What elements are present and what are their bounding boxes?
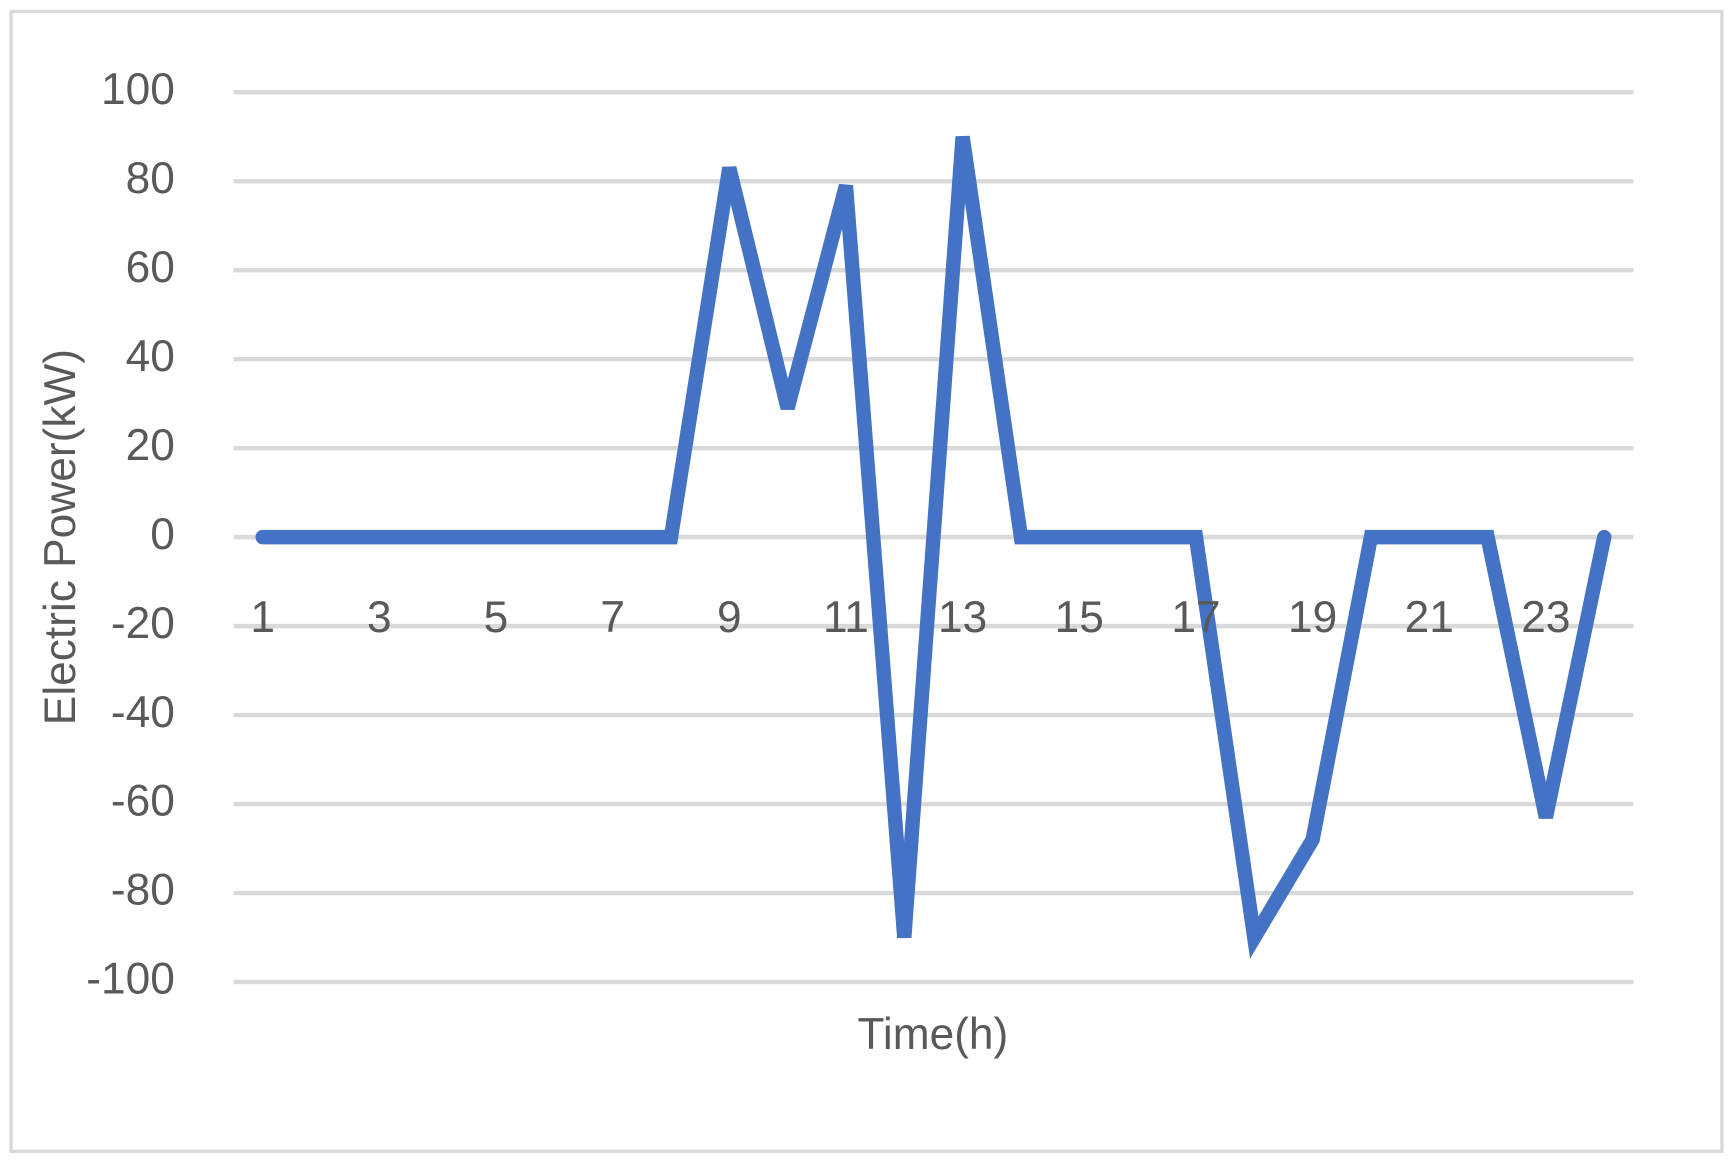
data-line <box>255 135 1612 959</box>
x-tick-label: 1 <box>250 593 275 642</box>
y-tick-label: 60 <box>126 243 175 292</box>
x-tick-label: 15 <box>1055 593 1104 642</box>
y-tick-label: 20 <box>126 421 175 470</box>
y-tick-label: -20 <box>111 599 175 648</box>
x-tick-label: 21 <box>1405 593 1454 642</box>
x-tick-label: 5 <box>484 593 509 642</box>
x-tick-label: 11 <box>823 593 869 642</box>
x-axis-title: Time(h) <box>858 1010 1009 1059</box>
y-tick-label: -80 <box>111 866 175 915</box>
x-tick-label: 17 <box>1171 593 1220 642</box>
x-tick-label: 7 <box>600 593 625 642</box>
y-tick-label: 40 <box>126 332 175 381</box>
y-tick-label: -40 <box>111 688 175 737</box>
y-tick-label: -60 <box>111 777 175 826</box>
y-tick-label: 0 <box>150 510 175 559</box>
x-tick-label: 3 <box>367 593 392 642</box>
x-tick-label: 9 <box>717 593 742 642</box>
y-axis-title: Electric Power(kW) <box>36 349 85 725</box>
x-tick-label: 23 <box>1521 593 1570 642</box>
y-tick-label: 100 <box>101 65 175 114</box>
marks: 1 3 5 7 9 11 13 15 17 19 21 23 <box>250 135 1612 959</box>
x-tick-label: 19 <box>1288 593 1337 642</box>
x-tick-label: 13 <box>938 593 987 642</box>
y-tick-label: -100 <box>86 955 175 1004</box>
chart-border <box>9 9 1724 1153</box>
y-tick-label: 80 <box>126 154 175 203</box>
